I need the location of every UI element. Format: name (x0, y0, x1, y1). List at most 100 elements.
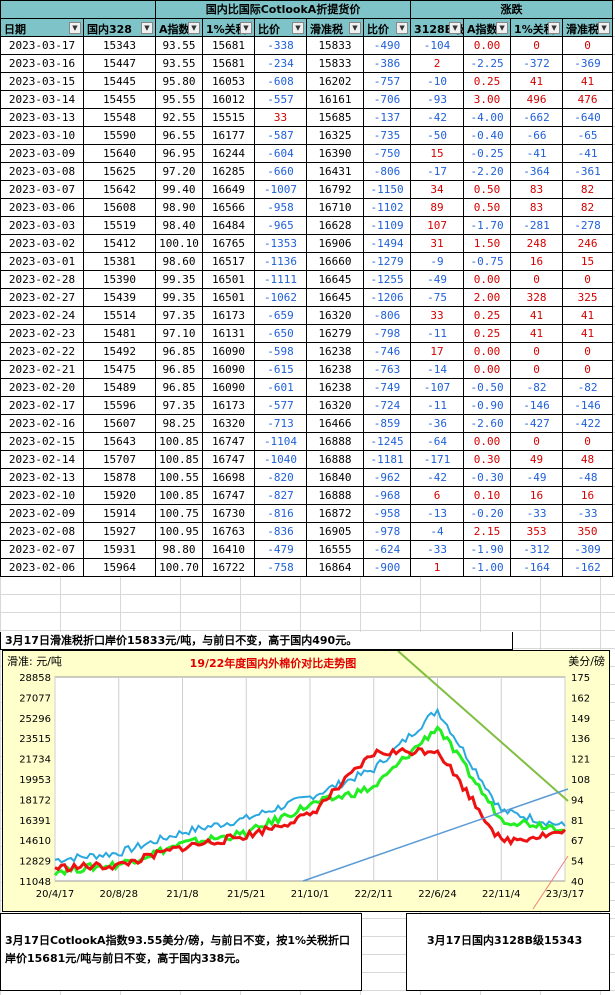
table-cell[interactable]: 16747 (202, 450, 255, 469)
table-cell[interactable]: 16864 (306, 558, 364, 577)
table-cell[interactable]: -763 (362, 360, 412, 379)
table-cell[interactable]: 16238 (306, 378, 364, 397)
table-cell[interactable]: 15445 (83, 72, 156, 91)
table-cell[interactable]: -640 (562, 108, 614, 127)
table-cell[interactable]: -50 (410, 126, 465, 145)
table-cell[interactable]: 15920 (83, 486, 156, 505)
table-cell[interactable]: -1353 (254, 234, 307, 253)
table-cell[interactable]: -650 (254, 324, 307, 343)
table-cell[interactable]: 16698 (202, 468, 255, 487)
table-cell[interactable]: 2 (410, 54, 465, 73)
table-cell[interactable]: 16888 (306, 450, 364, 469)
table-cell[interactable]: 2023-03-08 (0, 162, 84, 181)
table-cell[interactable]: 0.10 (463, 486, 512, 505)
table-cell[interactable]: 246 (562, 234, 614, 253)
table-cell[interactable]: 16320 (202, 414, 255, 433)
table-cell[interactable]: 16285 (202, 162, 255, 181)
table-cell[interactable]: 83 (510, 198, 564, 217)
table-cell[interactable]: -2.20 (463, 162, 512, 181)
table-cell[interactable]: 2023-03-15 (0, 72, 84, 91)
table-cell[interactable]: 2023-03-17 (0, 36, 84, 55)
table-cell[interactable]: 16660 (306, 252, 364, 271)
table-cell[interactable]: -806 (362, 162, 412, 181)
table-cell[interactable]: -14 (410, 360, 465, 379)
table-cell[interactable]: 16238 (306, 360, 364, 379)
table-cell[interactable]: -49 (510, 468, 564, 487)
table-cell[interactable]: 2023-02-20 (0, 378, 84, 397)
table-cell[interactable]: 248 (510, 234, 564, 253)
table-cell[interactable]: -2.25 (463, 54, 512, 73)
table-cell[interactable]: 15514 (83, 306, 156, 325)
table-cell[interactable]: 34 (410, 180, 465, 199)
table-cell[interactable]: -604 (254, 144, 307, 163)
table-cell[interactable]: 353 (510, 522, 564, 541)
table-cell[interactable]: -11 (410, 324, 465, 343)
table-cell[interactable]: 0.00 (463, 36, 512, 55)
table-cell[interactable]: 15914 (83, 504, 156, 523)
table-cell[interactable]: -386 (362, 54, 412, 73)
table-cell[interactable]: 2023-02-07 (0, 540, 84, 559)
table-cell[interactable]: 16012 (202, 90, 255, 109)
table-cell[interactable]: -490 (362, 36, 412, 55)
table-cell[interactable]: -962 (362, 468, 412, 487)
table-cell[interactable]: 15548 (83, 108, 156, 127)
table-cell[interactable]: 15681 (202, 54, 255, 73)
table-cell[interactable]: 15625 (83, 162, 156, 181)
table-cell[interactable]: 100.75 (155, 504, 203, 523)
table-cell[interactable]: 95.80 (155, 72, 203, 91)
table-cell[interactable]: -1.90 (463, 540, 512, 559)
table-cell[interactable]: -4.00 (463, 108, 512, 127)
table-cell[interactable]: -806 (362, 306, 412, 325)
table-cell[interactable]: -146 (562, 396, 614, 415)
table-cell[interactable]: 16649 (202, 180, 255, 199)
table-cell[interactable]: -0.25 (463, 144, 512, 163)
table-cell[interactable]: 16517 (202, 252, 255, 271)
table-cell[interactable]: 0 (562, 360, 614, 379)
filter-dropdown-icon[interactable]: ▼ (240, 22, 252, 34)
table-cell[interactable]: 15681 (202, 36, 255, 55)
table-cell[interactable]: -1109 (362, 216, 412, 235)
table-cell[interactable]: -33 (562, 504, 614, 523)
table-cell[interactable]: 2023-02-09 (0, 504, 84, 523)
table-cell[interactable]: -361 (562, 162, 614, 181)
table-cell[interactable]: 325 (562, 288, 614, 307)
table-cell[interactable]: 350 (562, 522, 614, 541)
table-cell[interactable]: -1206 (362, 288, 412, 307)
table-cell[interactable]: -146 (510, 396, 564, 415)
table-cell[interactable]: -820 (254, 468, 307, 487)
table-cell[interactable]: 16 (510, 486, 564, 505)
table-cell[interactable]: -0.40 (463, 126, 512, 145)
table-cell[interactable]: 2023-02-14 (0, 450, 84, 469)
table-cell[interactable]: 2023-03-01 (0, 252, 84, 271)
table-cell[interactable]: 0.30 (463, 450, 512, 469)
table-cell[interactable]: 100.55 (155, 468, 203, 487)
table-cell[interactable]: -713 (254, 414, 307, 433)
table-cell[interactable]: 16645 (306, 270, 364, 289)
table-cell[interactable]: -64 (410, 432, 465, 451)
table-cell[interactable]: 0.50 (463, 198, 512, 217)
table-cell[interactable]: 16173 (202, 396, 255, 415)
table-cell[interactable]: -624 (362, 540, 412, 559)
table-cell[interactable]: 97.35 (155, 396, 203, 415)
table-cell[interactable]: -1150 (362, 180, 412, 199)
table-cell[interactable]: -82 (562, 378, 614, 397)
table-cell[interactable]: 2.15 (463, 522, 512, 541)
table-cell[interactable]: 100.10 (155, 234, 203, 253)
table-cell[interactable]: 98.40 (155, 216, 203, 235)
table-cell[interactable]: 96.55 (155, 126, 203, 145)
table-cell[interactable]: -1255 (362, 270, 412, 289)
table-cell[interactable]: 98.60 (155, 252, 203, 271)
table-cell[interactable]: 15590 (83, 126, 156, 145)
table-cell[interactable]: -1062 (254, 288, 307, 307)
table-cell[interactable]: -601 (254, 378, 307, 397)
table-cell[interactable]: 2023-03-09 (0, 144, 84, 163)
table-cell[interactable]: 0 (510, 270, 564, 289)
table-cell[interactable]: -104 (410, 36, 465, 55)
table-cell[interactable]: -281 (510, 216, 564, 235)
table-cell[interactable]: -278 (562, 216, 614, 235)
table-cell[interactable]: -369 (562, 54, 614, 73)
table-cell[interactable]: -758 (254, 558, 307, 577)
table-cell[interactable]: -750 (362, 144, 412, 163)
table-cell[interactable]: 15439 (83, 288, 156, 307)
table-cell[interactable]: 2023-03-06 (0, 198, 84, 217)
